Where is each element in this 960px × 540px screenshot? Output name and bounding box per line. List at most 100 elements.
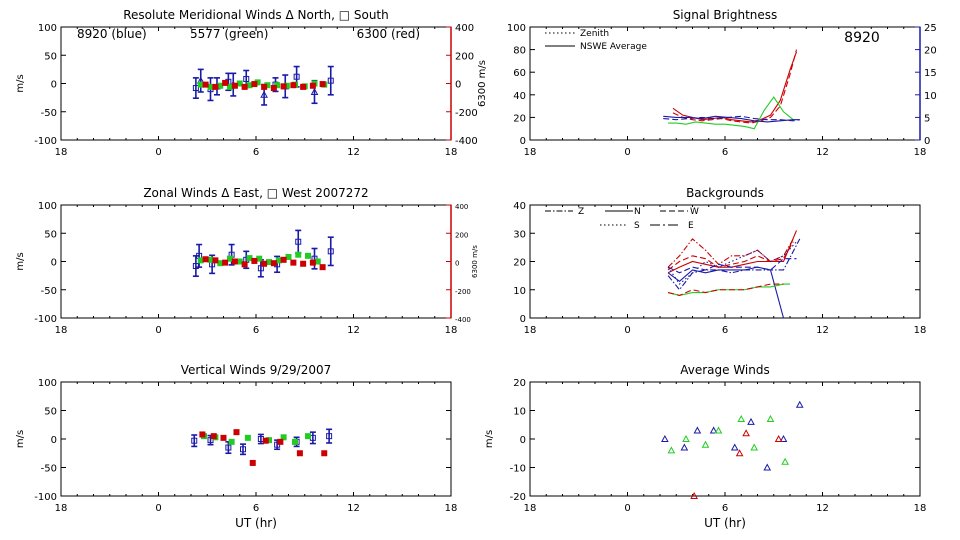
brightness-y2tick-label: 5 [924,113,930,124]
brightness-series-line [663,115,800,122]
zonal-point [202,256,209,263]
backgrounds-xtick-label: 0 [624,325,630,336]
zonal-point [314,258,321,265]
meridional-point [319,81,326,88]
zonal-xtick-label: 0 [155,325,161,336]
brightness-y2tick-label: 15 [924,68,937,79]
meridional-annotation: 8920 (blue) [77,27,147,41]
brightness-xtick-label: 6 [722,147,728,158]
average-point [795,400,804,408]
zonal-point [327,248,334,255]
meridional-point [251,81,258,88]
average-point [709,426,718,434]
meridional-ytick-label: -100 [34,136,57,147]
zonal-point [231,258,238,265]
average-point [693,426,702,434]
brightness-ytick-label: 60 [513,68,526,79]
meridional-xtick-label: 18 [445,147,458,158]
average-ytick-label: -20 [510,492,526,503]
brightness-legend-label: NSWE Average [580,42,647,52]
vertical-plot-frame [60,381,452,497]
vertical-title: Vertical Winds 9/29/2007 [181,363,332,377]
backgrounds-series-line [667,241,797,285]
meridional-xtick-label: 18 [55,147,68,158]
vertical-xtick-label: 0 [155,503,161,514]
meridional-xtick-label: 6 [253,147,259,158]
zonal-ytick-label: -50 [41,286,57,297]
average-point [737,415,746,423]
average-point [701,440,710,448]
backgrounds-ytick-label: 40 [513,201,526,212]
backgrounds-legend-label: Z [578,207,584,217]
zonal-xtick-label: 18 [55,325,68,336]
average-point [682,434,690,442]
meridional-point [243,75,250,82]
backgrounds-ytick-label: 10 [513,286,526,297]
zonal-point [290,259,297,266]
brightness-xtick-label: 18 [524,147,537,158]
average-point [763,463,772,471]
vertical-point [249,459,256,466]
meridional-point [290,82,297,89]
backgrounds-xtick-label: 18 [914,325,927,336]
average-xtick-label: 18 [914,503,927,514]
backgrounds-series-line [667,238,794,268]
brightness-series-line [663,115,800,123]
vertical-point [280,434,287,441]
meridional-xtick-label: 0 [155,147,161,158]
zonal-y2tick-label: -200 [455,288,471,296]
vertical-ytick-label: 50 [44,407,57,418]
zonal-y2tick-label: 200 [455,231,468,239]
vertical-point [210,433,217,440]
average-point [781,457,789,465]
meridional-xtick-label: 12 [347,147,360,158]
meridional-y2tick-label: -400 [455,136,478,147]
brightness-ytick-label: 40 [513,91,526,102]
backgrounds-legend-label: S [634,221,640,231]
zonal-point [197,257,204,264]
average-point [750,443,759,451]
meridional-point [192,85,199,92]
meridional-y2tick-label: -200 [455,108,478,119]
zonal-ylabel: m/s [15,252,26,270]
average-point [774,434,783,442]
zonal-point [217,260,224,267]
average-point [735,449,744,457]
vertical-point [191,437,198,444]
meridional-point [212,83,219,90]
meridional-point [246,82,253,89]
brightness-title: Signal Brightness [673,8,778,22]
zonal-ytick-label: 100 [38,201,57,212]
vertical-point [240,446,246,453]
zonal-ytick-label: 0 [51,258,57,269]
zonal-point [251,257,258,264]
vertical-point [233,429,240,436]
average-plot-frame [529,381,921,497]
brightness-legend-label: Zenith [580,29,609,39]
zonal-title: Zonal Winds Δ East, □ West 2007272 [143,186,368,200]
vertical-xtick-label: 6 [253,503,259,514]
average-point [766,415,775,423]
zonal-ytick-label: -100 [34,314,57,325]
zonal-point [319,264,326,271]
meridional-ytick-label: 50 [44,51,57,62]
meridional-point [300,83,307,90]
zonal-point [241,261,248,268]
backgrounds-plot-frame [529,204,921,319]
meridional-point [236,80,243,87]
zonal-xtick-label: 18 [445,325,458,336]
meridional-point [222,79,229,86]
meridional-point [280,83,287,90]
zonal-point [285,253,292,260]
meridional-point [217,82,224,89]
vertical-point [321,450,328,457]
average-ylabel: m/s [484,430,495,448]
vertical-point [228,438,235,445]
zonal-point [295,238,302,245]
brightness-series-line [672,49,798,124]
zonal-y2tick-label: 0 [455,260,459,268]
average-point [680,443,689,451]
zonal-xtick-label: 6 [253,325,259,336]
vertical-point [262,437,269,444]
average-point [730,443,739,451]
